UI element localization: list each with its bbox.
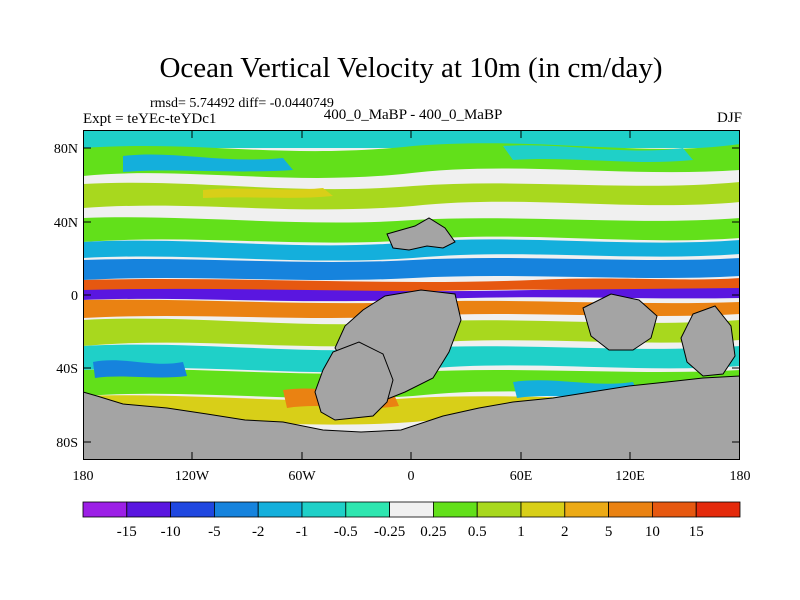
lat-label-40n: 40N <box>54 216 78 231</box>
field-band <box>83 258 740 280</box>
colorbar-box-13 <box>652 501 697 518</box>
lon-label-120w: 120W <box>175 469 210 484</box>
field-band <box>83 239 740 261</box>
lat-label-0: 0 <box>71 289 78 304</box>
colorbar-box-5 <box>301 501 347 518</box>
lon-label-120e: 120E <box>615 469 645 484</box>
colorbar-box-2 <box>170 501 215 518</box>
colorbar-box-6 <box>345 501 390 518</box>
land-antarctica <box>83 375 740 460</box>
colorbar-box-9 <box>476 501 522 518</box>
colorbar-box-1 <box>126 501 172 518</box>
lat-label-80n: 80N <box>54 142 78 157</box>
colorbar-label-11: 5 <box>605 524 613 540</box>
land-north-africa <box>386 217 456 251</box>
colorbar-label-13: 15 <box>689 524 704 540</box>
colorbar-box-0 <box>82 501 128 518</box>
colorbar-labels: -15 -10 -5 -2 -1 -0.5 -0.25 0.25 0.5 1 2 5 10 15 <box>117 524 704 540</box>
colorbar-boxes <box>82 501 741 518</box>
field-layer <box>83 130 740 460</box>
colorbar-box-3 <box>213 501 259 518</box>
colorbar-label-3: -2 <box>252 524 265 540</box>
colorbar-box-8 <box>432 501 478 518</box>
colorbar-label-0: -15 <box>117 524 137 540</box>
colorbar-box-12 <box>608 501 653 518</box>
colorbar-label-8: 0.5 <box>468 524 487 540</box>
colorbar-box-7 <box>389 501 434 518</box>
map-title: Ocean Vertical Velocity at 10m (in cm/da… <box>159 52 663 84</box>
lon-labels: 180 120W 60W 0 60E 120E 180 <box>73 469 751 484</box>
season-label: DJF <box>716 110 742 126</box>
colorbar-label-7: 0.25 <box>420 524 446 540</box>
lon-label-0: 0 <box>408 469 415 484</box>
field-patch <box>503 145 693 162</box>
lat-label-40s: 40S <box>56 362 78 377</box>
land-east-pacific <box>680 305 736 377</box>
map-panel <box>82 130 741 460</box>
colorbar-box-10 <box>520 501 566 518</box>
colorbar-label-6: -0.25 <box>374 524 405 540</box>
lat-label-80s: 80S <box>56 436 78 451</box>
land-south-america <box>314 341 394 421</box>
stats-line: rmsd= 5.74492 diff= -0.0440749 <box>150 96 334 111</box>
land-layer <box>83 217 740 460</box>
colorbar-box-4 <box>257 501 303 518</box>
lon-label-60e: 60E <box>510 469 533 484</box>
lon-label-60w: 60W <box>288 469 316 484</box>
map-plot <box>82 130 741 460</box>
lon-label-180e: 180 <box>730 469 751 484</box>
field-patch <box>203 188 333 198</box>
comparison-label: 400_0_MaBP - 400_0_MaBP <box>323 107 503 123</box>
field-patch <box>123 154 293 172</box>
experiment-label: Expt = teYEc-teYDc1 <box>83 111 217 127</box>
colorbar-box-14 <box>695 501 741 518</box>
colorbar-label-1: -10 <box>161 524 181 540</box>
colorbar-label-12: 10 <box>645 524 660 540</box>
land-maritime <box>582 293 658 351</box>
lat-axis <box>83 147 740 443</box>
lon-label-180w: 180 <box>73 469 94 484</box>
field-patch <box>93 360 187 378</box>
colorbar-label-4: -1 <box>296 524 309 540</box>
lat-labels: 80N 40N 0 40S 80S <box>54 142 78 451</box>
colorbar-label-10: 2 <box>561 524 569 540</box>
field-band <box>83 130 740 148</box>
colorbar-label-5: -0.5 <box>334 524 358 540</box>
colorbar-label-9: 1 <box>517 524 525 540</box>
colorbar-label-2: -5 <box>208 524 221 540</box>
colorbar-box-11 <box>564 501 609 518</box>
